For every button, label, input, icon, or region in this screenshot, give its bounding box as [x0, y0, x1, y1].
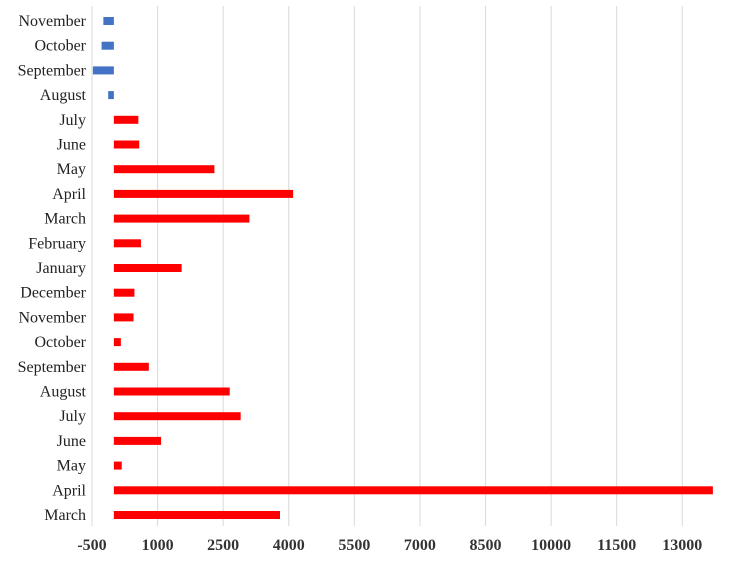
category-label: December — [20, 285, 86, 302]
bar-october-19 — [101, 41, 114, 50]
bar-september-18 — [92, 66, 114, 75]
bar-september-6 — [113, 362, 149, 371]
bar-december-9 — [113, 288, 135, 297]
bar-june-3 — [113, 436, 162, 445]
bars — [92, 17, 713, 519]
category-label: September — [18, 62, 87, 79]
x-tick-label: 4000 — [273, 537, 305, 554]
category-label: October — [34, 334, 86, 351]
category-label: October — [34, 38, 86, 55]
x-tick-label: 1000 — [142, 537, 174, 554]
bar-august-17 — [108, 91, 114, 100]
bar-april-13 — [113, 189, 294, 198]
bar-march-12 — [113, 214, 250, 223]
x-tick-label: 10000 — [531, 537, 571, 554]
category-label: September — [18, 359, 87, 376]
gridlines — [91, 6, 683, 526]
bar-october-7 — [113, 338, 121, 347]
category-label: July — [59, 408, 86, 425]
category-label: February — [28, 235, 86, 252]
bar-april-1 — [113, 486, 713, 495]
category-label: May — [57, 458, 86, 475]
category-label: November — [18, 13, 86, 30]
category-label: August — [40, 87, 87, 104]
bar-august-5 — [113, 387, 230, 396]
x-tick-label: -500 — [77, 537, 106, 554]
category-label: April — [52, 482, 86, 499]
x-tick-label: 2500 — [207, 537, 239, 554]
category-label: November — [18, 309, 86, 326]
category-label: January — [36, 260, 86, 277]
bar-november-8 — [113, 313, 134, 322]
bar-may-14 — [113, 165, 215, 174]
x-tick-label: 13000 — [662, 537, 702, 554]
category-label: June — [57, 433, 86, 450]
x-tick-label: 7000 — [404, 537, 436, 554]
x-tick-label: 11500 — [597, 537, 636, 554]
category-labels: March April May June July August September Octo… — [18, 13, 87, 524]
bar-july-16 — [113, 115, 139, 124]
category-label: August — [40, 384, 87, 401]
x-axis-tick-labels: -500 1000 2500 4000 5500 7000 8500 10000 11500 13… — [77, 537, 702, 554]
category-label: April — [52, 186, 86, 203]
bar-june-15 — [113, 140, 140, 149]
category-label: March — [44, 507, 86, 524]
bar-july-4 — [113, 412, 241, 421]
bar-november-20 — [103, 17, 114, 25]
bar-february-11 — [113, 239, 141, 248]
bar-january-10 — [113, 264, 182, 272]
category-label: March — [44, 211, 86, 228]
category-label: July — [59, 112, 86, 129]
x-tick-label: 8500 — [470, 537, 502, 554]
category-label: June — [57, 137, 86, 154]
category-label: May — [57, 161, 86, 178]
bar-march-0 — [113, 511, 281, 519]
bar-may-2 — [113, 461, 122, 470]
x-tick-label: 5500 — [338, 537, 370, 554]
